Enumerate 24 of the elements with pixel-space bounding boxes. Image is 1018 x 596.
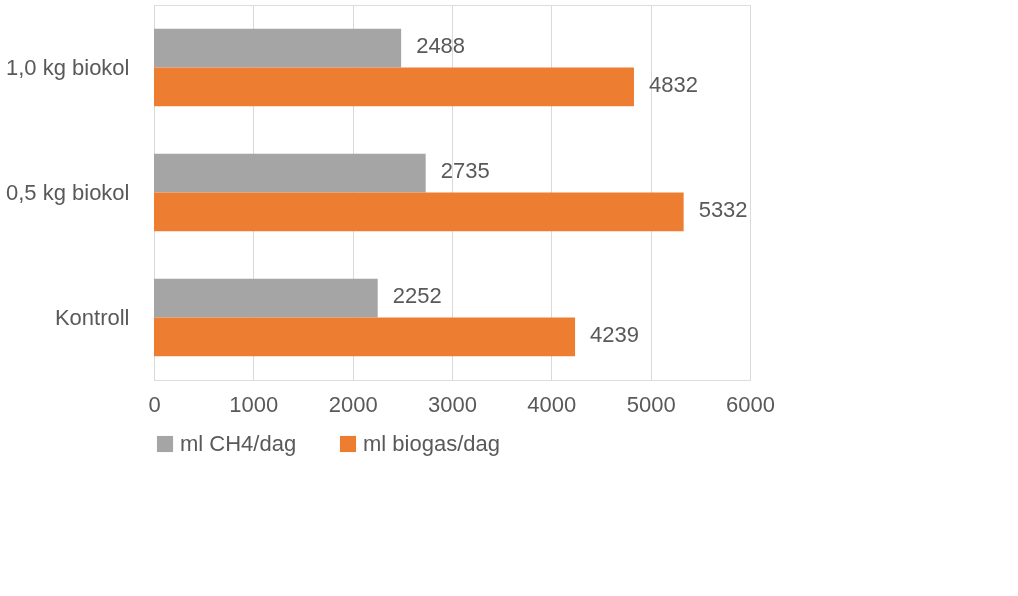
- y-tick-label: 0,5 kg biokol: [5, 179, 130, 205]
- x-tick-label: 5000: [626, 391, 676, 417]
- x-tick-label: 1000: [229, 391, 279, 417]
- bar: [154, 192, 684, 232]
- data-label: 2488: [416, 33, 466, 59]
- legend-label: ml CH4/dag: [180, 431, 297, 456]
- data-label: 4239: [590, 321, 640, 347]
- bar: [154, 28, 402, 68]
- bar: [154, 67, 634, 107]
- x-tick-label: 4000: [527, 391, 577, 417]
- data-label: 4832: [648, 71, 698, 97]
- x-tick-label: 6000: [726, 391, 775, 417]
- y-tick-label: 1,0 kg biokol: [5, 54, 130, 80]
- bar: [154, 153, 426, 193]
- legend-label: ml biogas/dag: [363, 431, 500, 456]
- bar: [154, 317, 576, 357]
- x-tick-label: 3000: [428, 391, 477, 417]
- data-label: 2252: [392, 283, 442, 309]
- data-label: 5332: [698, 196, 748, 222]
- data-label: 2735: [440, 158, 490, 184]
- x-tick-label: 2000: [328, 391, 378, 417]
- y-tick-label: Kontroll: [54, 304, 130, 330]
- bar: [154, 278, 378, 318]
- x-tick-label: 0: [148, 391, 161, 417]
